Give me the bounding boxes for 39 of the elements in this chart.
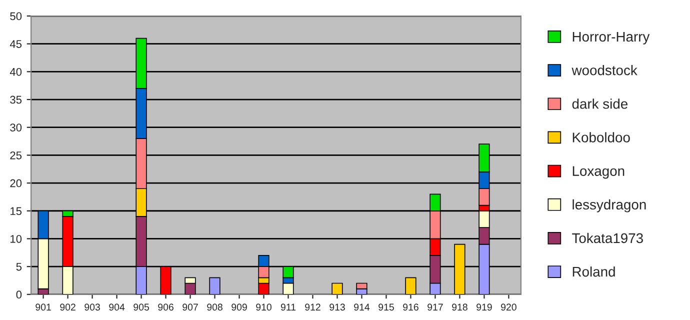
legend-label: Loxagon [572,166,624,179]
x-tick-label: 911 [280,304,296,311]
x-tick-label: 916 [403,304,418,311]
y-tick-label: 45 [10,40,22,48]
x-tick-label: 906 [158,304,174,311]
legend-label: Roland [572,266,615,277]
y-tick-label: 40 [10,68,22,76]
x-tick-label: 910 [256,304,272,311]
legend-label: dark side [572,98,628,109]
x-tick-label: 907 [182,304,198,311]
legend-label: woodstock [572,65,638,76]
x-tick-label: 913 [330,304,345,311]
y-tick-label: 20 [10,179,22,188]
y-tick-label: 10 [10,234,22,243]
x-tick-label: 920 [501,304,516,311]
legend-label: Koboldoo [572,132,630,142]
x-tick-label: 905 [134,304,149,311]
legend-label: Horror-Harry [572,32,650,44]
x-tick-label: 901 [36,304,51,311]
x-tick-label: 908 [207,304,222,311]
x-tick-label: 904 [109,304,125,311]
x-tick-label: 914 [354,304,370,311]
x-tick-label: 902 [60,304,76,311]
y-tick-label: 30 [10,124,22,132]
y-tick-label: 0 [16,290,22,299]
y-tick-label: 35 [10,96,22,104]
x-tick-label: 909 [232,304,247,311]
x-tick-label: 917 [428,304,443,311]
legend-label: lessydragon [572,199,646,212]
x-tick-label: 919 [476,304,492,311]
legend-label: Tokata1973 [572,232,643,244]
x-tick-label: 915 [378,304,394,311]
y-tick-label: 15 [10,207,22,216]
x-tick-label: 918 [452,304,468,311]
y-tick-label: 25 [10,151,22,160]
y-tick-label: 5 [16,262,22,271]
y-tick-label: 50 [10,12,22,20]
x-tick-label: 912 [305,304,320,311]
x-tick-label: 903 [84,304,100,311]
